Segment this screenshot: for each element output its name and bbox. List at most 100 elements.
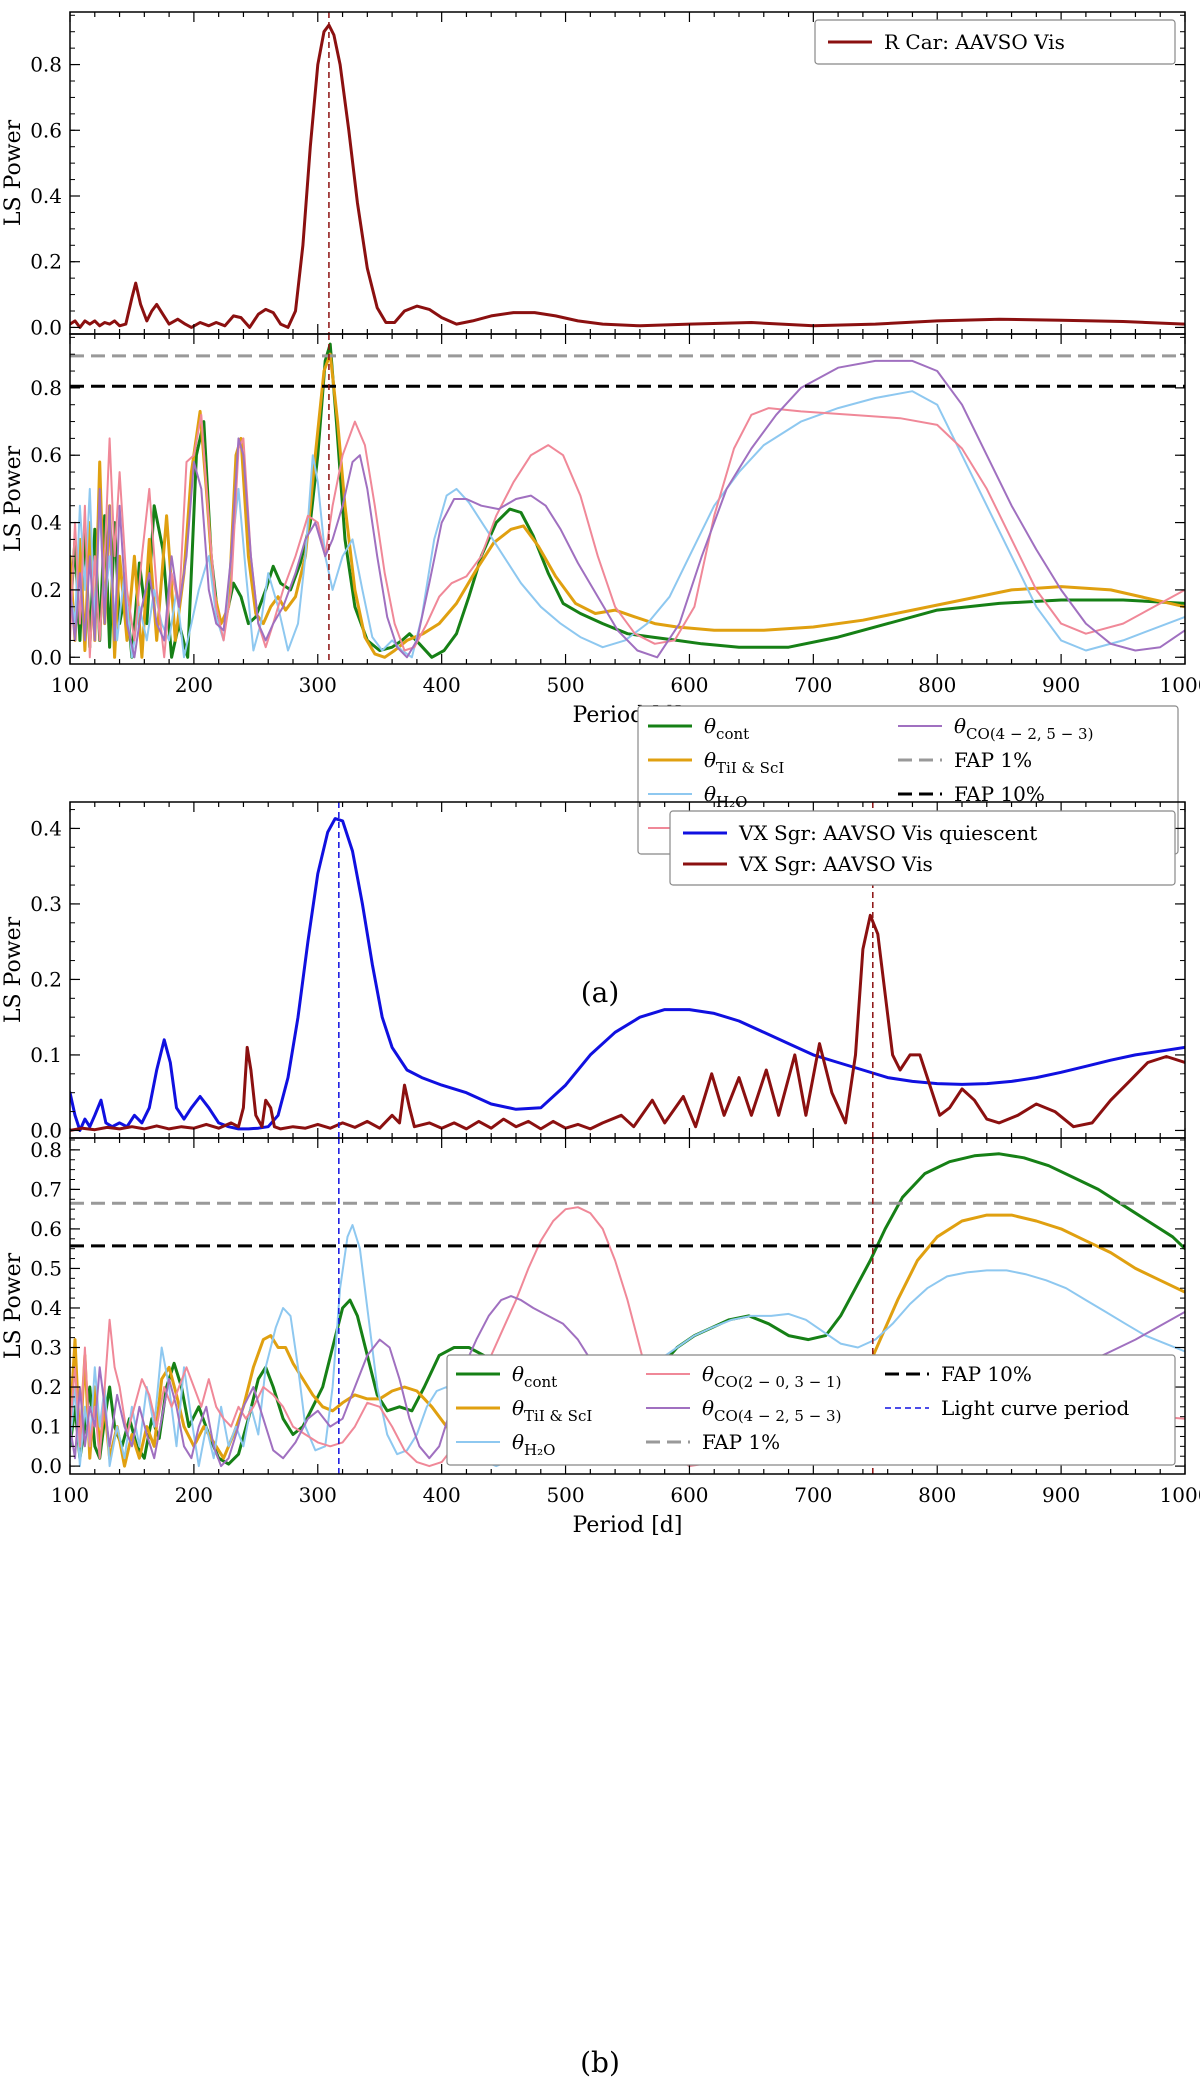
x-tick-label: 600 [670, 1483, 708, 1507]
legend-label: VX Sgr: AAVSO Vis [738, 852, 933, 876]
y-tick-label: 0.5 [30, 1256, 62, 1280]
series-group [70, 12, 1185, 334]
y-tick-label: 0.6 [30, 118, 62, 142]
x-tick-label: 300 [299, 673, 337, 697]
legend-symbol: θ [704, 782, 716, 806]
legend-label: θCO(2 − 0, 3 − 1) [702, 1362, 841, 1391]
y-tick-label: 0.2 [30, 967, 62, 991]
legend-label: FAP 1% [702, 1430, 780, 1454]
y-tick-label: 0.3 [30, 892, 62, 916]
legend-subscript: CO(4 − 2, 5 − 3) [714, 1407, 841, 1425]
y-tick-label: 0.4 [30, 816, 62, 840]
legend-symbol: θ [702, 1362, 714, 1386]
legend-text-span: R Car: AAVSO Vis [884, 30, 1065, 54]
panel-b-bottom: 0.0 0.1 0.2 0.3 0.4 0.5 0.6 0.7 0.8 100 200 300 400 5… [1, 1137, 1200, 1538]
legend-box [669, 810, 1176, 886]
legend-label: θcont [704, 714, 749, 743]
plot-frame [69, 333, 1186, 665]
series-group [70, 334, 1185, 664]
legend-box [814, 19, 1176, 65]
legend-label: θTiI & ScI [704, 748, 784, 777]
legend-text-span: VX Sgr: AAVSO Vis [738, 852, 933, 876]
x-tick-label: 200 [175, 673, 213, 697]
legend-label: θH₂O [512, 1430, 555, 1459]
legend-label: θcont [512, 1362, 557, 1391]
y-tick-label: 0.2 [30, 250, 62, 274]
y-tick-label: 0.0 [30, 645, 62, 669]
legend: R Car: AAVSO Vis [814, 19, 1176, 65]
legend-label: θCO(4 − 2, 5 − 3) [954, 714, 1093, 743]
y-axis-title: LS Power [1, 1252, 26, 1359]
legend-subscript: CO(2 − 0, 3 − 1) [714, 1373, 841, 1391]
y-tick-label: 0.1 [30, 1043, 62, 1067]
x-tick-label: 700 [794, 1483, 832, 1507]
legend-label: θCO(4 − 2, 5 − 3) [702, 1396, 841, 1425]
legend-box [446, 1354, 1176, 1466]
legend-subscript: cont [716, 725, 749, 743]
series-line-4 [70, 359, 1185, 659]
x-tick-label: 800 [918, 1483, 956, 1507]
x-tick-label: 1000 [1160, 673, 1200, 697]
legend-label: R Car: AAVSO Vis [884, 30, 1065, 54]
y-tick-label: 0.6 [30, 1217, 62, 1241]
x-tick-label: 400 [423, 673, 461, 697]
y-tick-label: 0.2 [30, 1375, 62, 1399]
x-tick-label: 300 [299, 1483, 337, 1507]
legend-text-span: VX Sgr: AAVSO Vis quiescent [738, 821, 1037, 845]
legend-subscript: CO(4 − 2, 5 − 3) [966, 725, 1093, 743]
legend-label: Light curve period [941, 1396, 1130, 1420]
y-tick-label: 0.4 [30, 1296, 62, 1320]
legend-text-span: Light curve period [941, 1396, 1130, 1420]
y-axis-title: LS Power [1, 119, 26, 226]
y-tick-label: 0.6 [30, 443, 62, 467]
y-tick-label: 0.8 [30, 1138, 62, 1162]
series-line-1 [70, 913, 1185, 1132]
panel-a-top: 0.0 0.2 0.4 0.6 0.8 LS Power R Car: AAVSO Vis [1, 11, 1186, 339]
legend-subscript: TiI & ScI [524, 1407, 592, 1425]
y-tick-label: 0.8 [30, 376, 62, 400]
y-tick-label: 0.4 [30, 184, 62, 208]
legend: VX Sgr: AAVSO Vis quiescent VX Sgr: AAVSO… [669, 810, 1176, 886]
x-axis-title: Period [d] [573, 1513, 683, 1538]
caption-b: (b) [580, 2046, 620, 2079]
plot-content: 0.0 0.2 0.4 0.6 0.8 LS Power R Car: AAVSO Vis 0… [1, 11, 1200, 1538]
y-tick-label: 0.7 [30, 1177, 62, 1201]
y-tick-label: 0.2 [30, 578, 62, 602]
x-tick-label: 900 [1042, 673, 1080, 697]
legend-symbol: θ [704, 748, 716, 772]
legend-symbol: θ [702, 1396, 714, 1420]
series-line-0 [70, 23, 1185, 329]
x-tick-label: 200 [175, 1483, 213, 1507]
legend-label: θTiI & ScI [512, 1396, 592, 1425]
legend-subscript: cont [524, 1373, 557, 1391]
series-line-0 [70, 817, 1185, 1132]
y-axis-title: LS Power [1, 445, 26, 552]
legend-subscript: TiI & ScI [716, 759, 784, 777]
legend-label: FAP 10% [941, 1362, 1032, 1386]
y-tick-label: 0.4 [30, 511, 62, 535]
y-tick-label: 0.3 [30, 1336, 62, 1360]
series-line-1 [70, 352, 1185, 659]
series-line-2 [70, 390, 1185, 659]
x-tick-label: 500 [546, 673, 584, 697]
x-tick-label: 1000 [1160, 1483, 1200, 1507]
legend-symbol: θ [512, 1362, 524, 1386]
legend-text-span: FAP 10% [941, 1362, 1032, 1386]
x-tick-label: 600 [670, 673, 708, 697]
legend-text-span: FAP 1% [702, 1430, 780, 1454]
plot-frame [69, 1137, 1186, 1475]
legend-label: FAP 1% [954, 748, 1032, 772]
panel-a-bottom: 0.0 0.2 0.4 0.6 0.8 100 200 300 400 500 600 700 800 9… [1, 333, 1200, 855]
series-line-2 [70, 1224, 1185, 1468]
legend-text-span: FAP 1% [954, 748, 1032, 772]
y-tick-label: 0.0 [30, 315, 62, 339]
legend-subscript: H₂O [524, 1441, 555, 1459]
y-tick-label: 0.1 [30, 1415, 62, 1439]
y-tick-label: 0.0 [30, 1118, 62, 1142]
x-tick-label: 100 [51, 1483, 89, 1507]
x-tick-label: 400 [423, 1483, 461, 1507]
x-tick-label: 800 [918, 673, 956, 697]
